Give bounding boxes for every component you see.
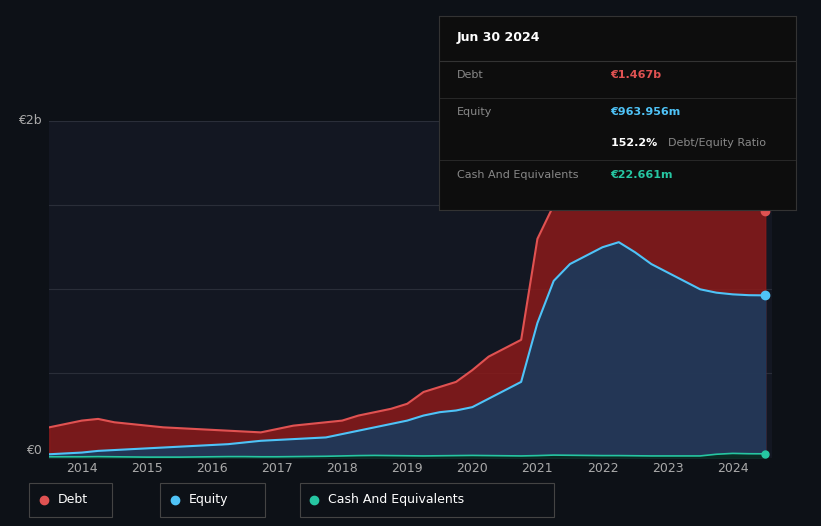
Text: Cash And Equivalents: Cash And Equivalents	[457, 169, 579, 179]
Text: €963.956m: €963.956m	[611, 107, 681, 117]
Text: Debt: Debt	[457, 70, 484, 80]
Text: €1.467b: €1.467b	[611, 70, 662, 80]
Text: 152.2%: 152.2%	[611, 138, 661, 148]
Text: €2b: €2b	[18, 115, 42, 127]
Text: Jun 30 2024: Jun 30 2024	[457, 32, 540, 44]
Text: Equity: Equity	[189, 493, 228, 506]
Text: €22.661m: €22.661m	[611, 169, 673, 179]
Text: Debt/Equity Ratio: Debt/Equity Ratio	[667, 138, 766, 148]
Text: Debt: Debt	[57, 493, 88, 506]
Text: Cash And Equivalents: Cash And Equivalents	[328, 493, 465, 506]
Text: Equity: Equity	[457, 107, 493, 117]
Text: €0: €0	[26, 444, 42, 458]
